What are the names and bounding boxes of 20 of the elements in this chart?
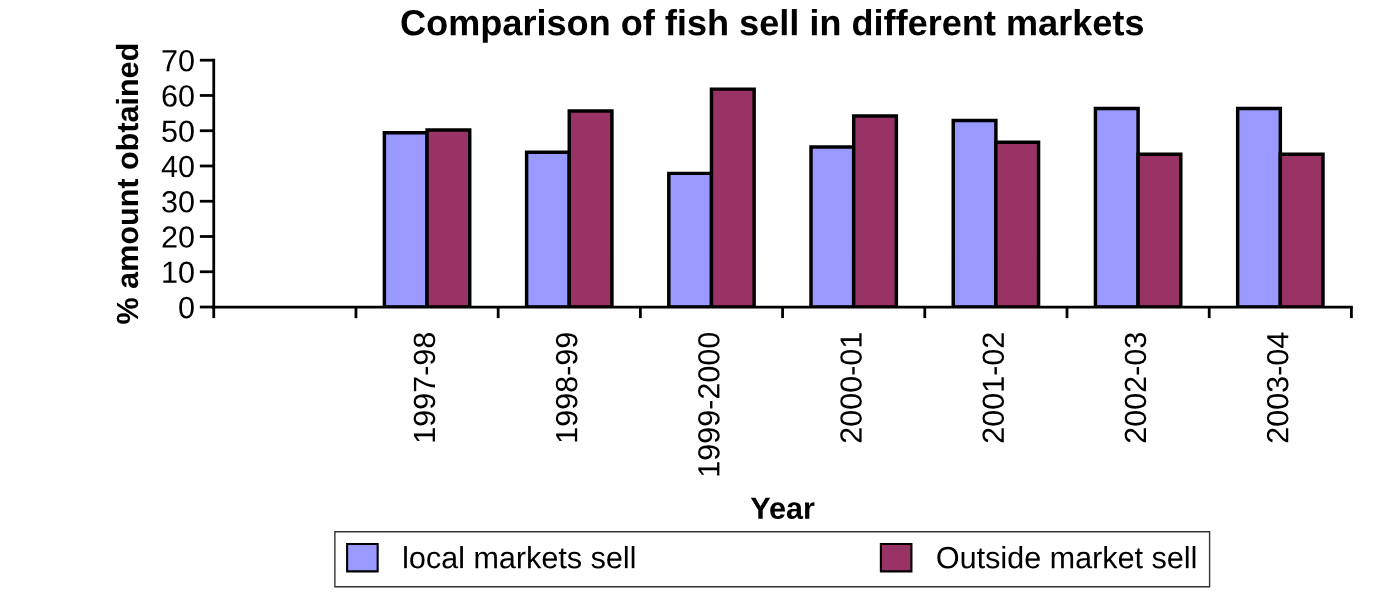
y-tick-label: 70 xyxy=(162,49,194,72)
y-tick-label: 0 xyxy=(179,296,194,319)
y-tick-label: 40 xyxy=(161,155,194,178)
x-tick-label: 2003-04 xyxy=(1266,332,1289,443)
y-tick-label: 50 xyxy=(162,120,194,143)
x-tick-label: 2002-03 xyxy=(1124,333,1147,443)
x-axis-title: Year xyxy=(750,497,815,520)
chart-title: Comparison of fish sell in different markets xyxy=(401,9,1143,43)
legend-label: Outside market sell xyxy=(937,546,1196,569)
y-axis-title: % amount obtained xyxy=(115,44,139,324)
x-tick-label: 1998-99 xyxy=(555,333,578,442)
x-tick-label: 2000-01 xyxy=(840,333,862,443)
y-tick-label: 20 xyxy=(162,226,194,248)
y-tick-label: 10 xyxy=(163,261,194,284)
x-tick-label: 1999-2000 xyxy=(698,332,720,476)
y-tick-label: 30 xyxy=(162,190,194,213)
y-tick-label: 60 xyxy=(162,85,194,107)
x-tick-label: 1997-98 xyxy=(413,333,436,442)
legend-label: local markets sell xyxy=(404,546,635,569)
x-tick-label: 2001-02 xyxy=(982,333,1005,443)
